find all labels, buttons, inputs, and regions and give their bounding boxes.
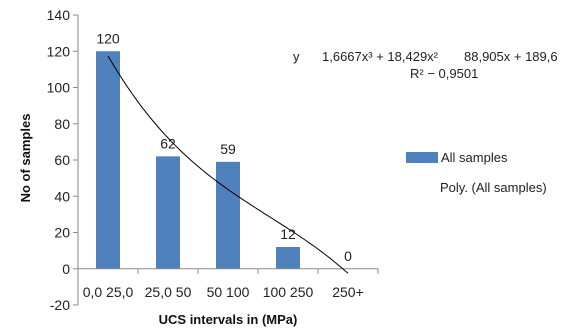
trendline	[107, 55, 349, 274]
x-axis: 0,0 25,0 25,0 50 50 100 100 250 250+	[77, 268, 379, 300]
y-axis: -20 0 20 40 60 80 100 120 140	[47, 7, 79, 313]
x-axis-title: UCS intervals in (MPa)	[159, 312, 298, 327]
trendline-equation-y: y	[293, 49, 300, 64]
bar	[96, 51, 120, 269]
y-tick-label: 0	[62, 261, 70, 277]
data-label: 59	[220, 141, 236, 157]
y-tick-label: 40	[54, 188, 70, 204]
data-label: 12	[280, 226, 296, 242]
data-label: 0	[344, 248, 352, 264]
legend-swatch-all-samples	[406, 152, 438, 163]
bars	[96, 51, 300, 269]
y-tick-label: 100	[47, 80, 71, 96]
data-label: 62	[160, 135, 176, 151]
bar	[276, 247, 300, 269]
trendline-equation-terms-1: 1,6667x³ + 18,429x²	[322, 49, 439, 64]
y-tick-label: 120	[47, 43, 71, 59]
y-tick-label: 140	[47, 7, 71, 23]
y-tick-label: -20	[50, 297, 70, 313]
trendline-r-squared: R² − 0,9501	[410, 66, 478, 81]
legend-label-trendline: Poly. (All samples)	[440, 180, 547, 195]
bar	[216, 161, 240, 269]
x-tick-label: 0,0 25,0	[83, 284, 134, 300]
y-tick-label: 60	[54, 152, 70, 168]
x-tick-label: 100 250	[263, 284, 314, 300]
x-tick-label: 25,0 50	[145, 284, 192, 300]
trendline-equation-terms-2: 88,905x + 189,6	[464, 49, 558, 64]
legend-label-all-samples: All samples	[441, 150, 508, 165]
trendline-curve	[107, 55, 349, 274]
x-tick-label: 250+	[332, 284, 364, 300]
bar	[156, 156, 180, 269]
x-tick-label: 50 100	[207, 284, 250, 300]
y-tick-label: 20	[54, 225, 70, 241]
y-tick-label: 80	[54, 116, 70, 132]
y-axis-title: No of samples	[18, 114, 33, 203]
data-label: 120	[96, 30, 120, 46]
